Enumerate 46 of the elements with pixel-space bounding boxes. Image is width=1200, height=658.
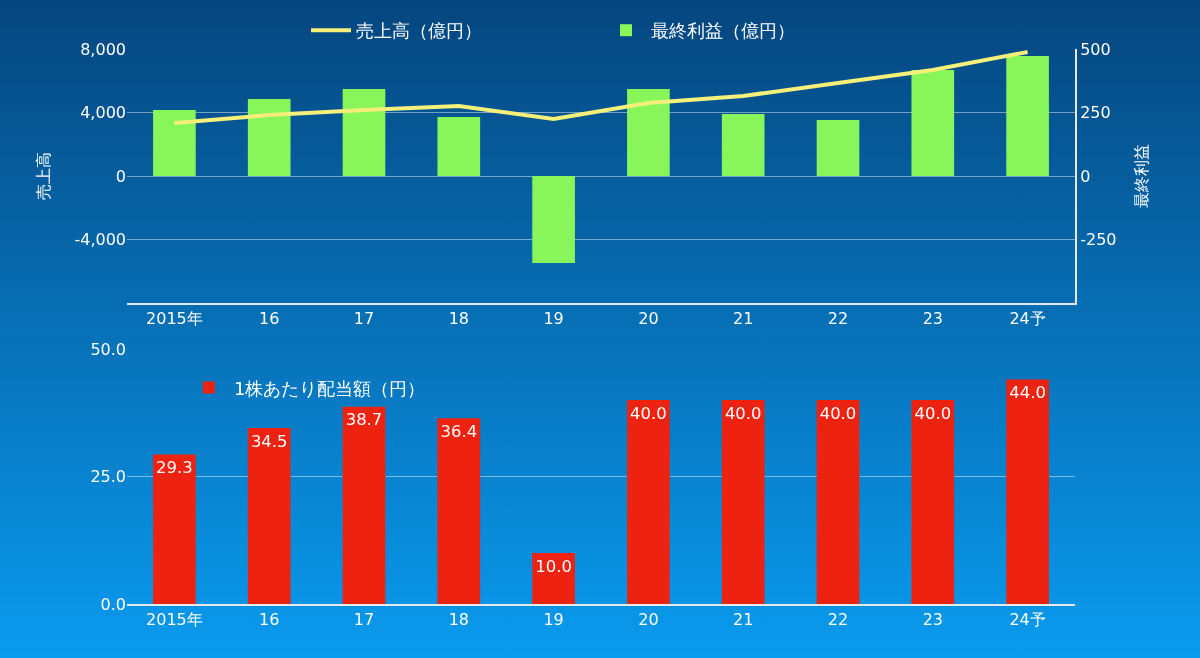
x-tick-label: 16	[259, 610, 280, 630]
x-tick-label: 19	[543, 309, 564, 329]
y2-tick-label: 0	[1080, 166, 1091, 186]
y2-tick-label: 250	[1080, 103, 1111, 123]
x-tick-label: 17	[353, 610, 375, 630]
y-tick-label: 0	[115, 166, 126, 186]
legend-label: 最終利益（億円）	[651, 20, 795, 42]
data-label: 36.4	[440, 421, 478, 441]
x-tick-label: 21	[733, 610, 754, 630]
x-tick-label: 20	[638, 309, 659, 329]
x-tick-label: 18	[448, 309, 469, 329]
x-tick-label: 23	[922, 309, 943, 329]
legend-label: 1株あたり配当額（円）	[233, 377, 426, 399]
data-label: 29.3	[156, 458, 193, 478]
x-tick-label: 24予	[1009, 309, 1046, 329]
x-tick-label: 18	[448, 610, 469, 630]
data-label: 10.0	[535, 556, 572, 576]
data-label: 40.0	[630, 403, 667, 423]
data-label: 40.0	[914, 403, 952, 423]
x-tick-label: 22	[827, 610, 849, 630]
y2-axis-title: 最終利益	[1131, 144, 1151, 208]
x-tick-label: 2015年	[146, 610, 203, 630]
x-tick-label: 22	[827, 309, 849, 329]
y-tick-label: 4,000	[80, 103, 126, 123]
x-tick-label: 2015年	[146, 309, 203, 329]
x-tick-label: 17	[353, 309, 375, 329]
y-axis-title: 売上高	[34, 152, 54, 200]
data-label: 34.5	[250, 431, 288, 451]
y-tick-label: 0.0	[100, 594, 126, 614]
x-tick-label: 20	[638, 610, 659, 630]
x-tick-label: 21	[733, 309, 754, 329]
y-tick-label: 50.0	[90, 339, 126, 359]
data-label: 38.7	[345, 410, 383, 430]
y-tick-label: 8,000	[80, 39, 126, 59]
y-tick-label: 25.0	[90, 467, 126, 487]
x-tick-label: 23	[922, 610, 943, 630]
legend-label: 売上高（億円）	[356, 20, 482, 42]
data-label: 40.0	[724, 403, 762, 423]
x-tick-label: 16	[259, 309, 280, 329]
y2-tick-label: -250	[1080, 230, 1117, 250]
y2-tick-label: 500	[1080, 39, 1111, 59]
data-label: 44.0	[1009, 383, 1046, 403]
x-tick-label: 24予	[1009, 610, 1046, 630]
y-tick-label: -4,000	[74, 230, 126, 250]
data-label: 40.0	[819, 403, 857, 423]
x-tick-label: 19	[543, 610, 564, 630]
